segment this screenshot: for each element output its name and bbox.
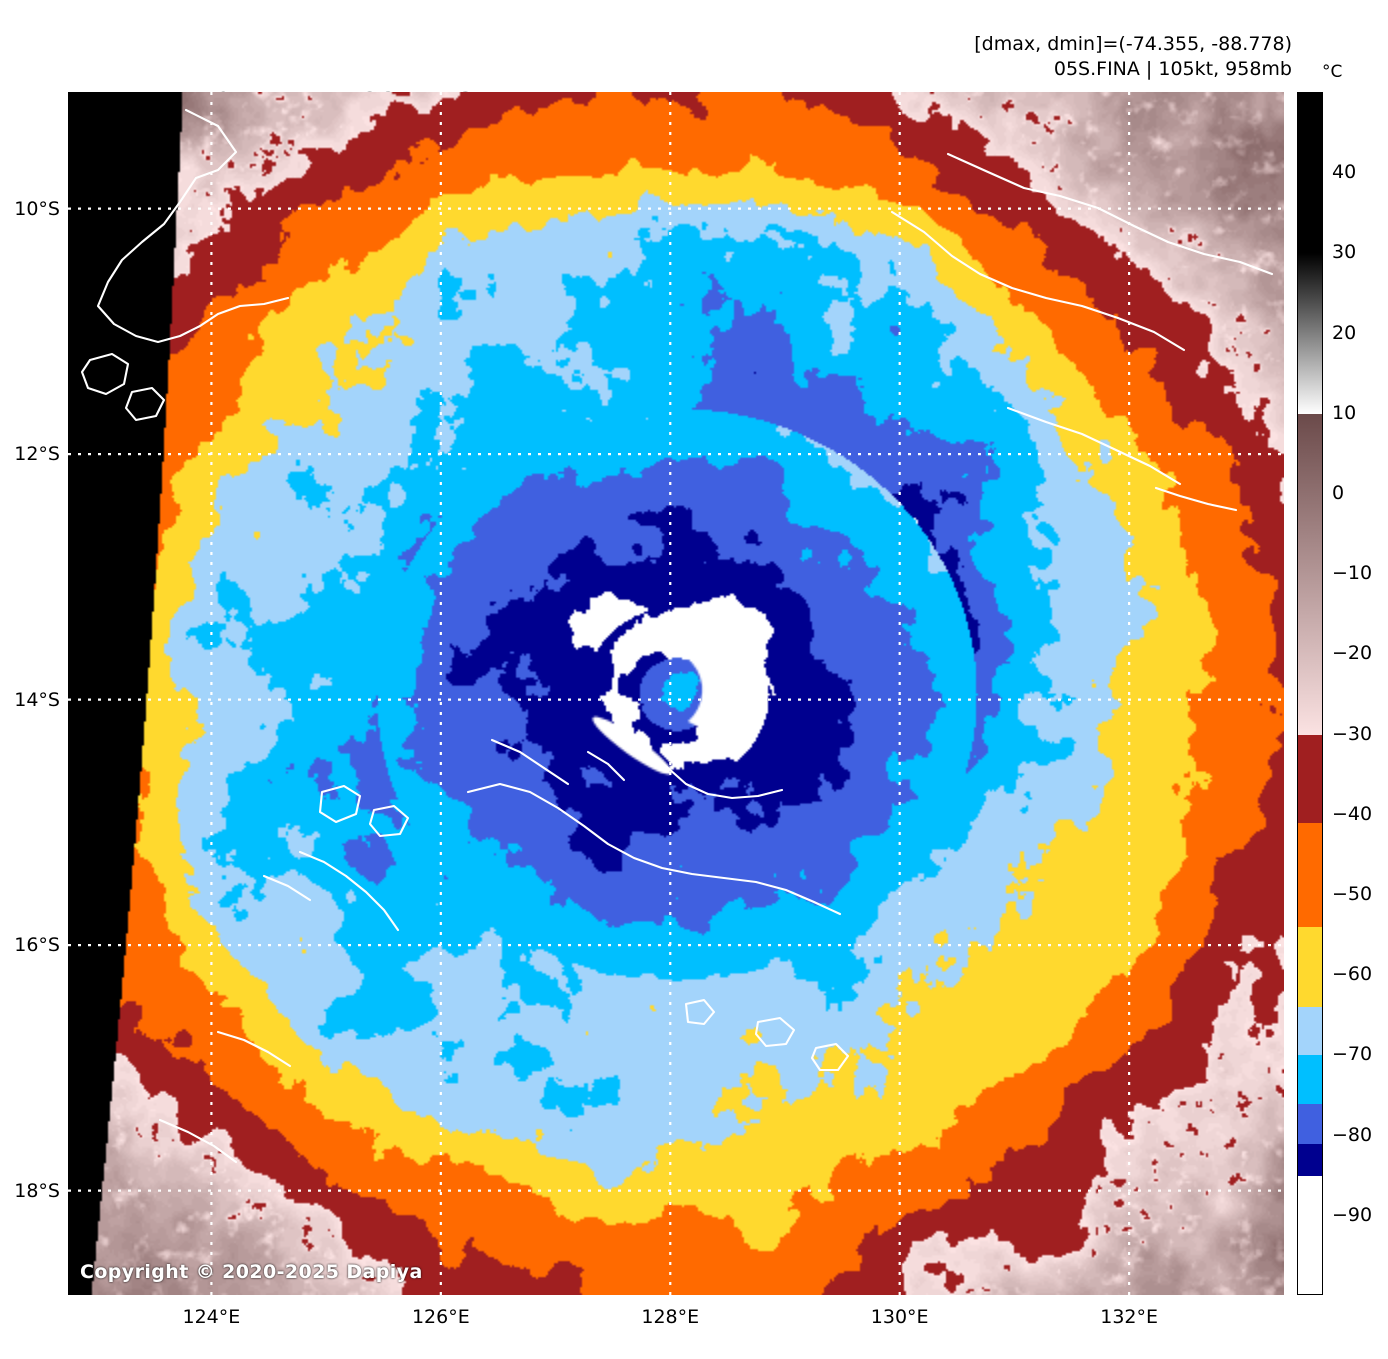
- coastline-path: [368, 804, 410, 838]
- lat-tick-label: 12°S: [14, 443, 60, 466]
- colorbar-band: [1298, 1143, 1322, 1176]
- coastline-path: [622, 738, 784, 800]
- copyright-text: Copyright © 2020-2025 Dapiya: [80, 1261, 423, 1283]
- coastline-path: [490, 738, 570, 786]
- coastline-path: [890, 210, 1186, 352]
- colorbar-tick-label: −10: [1332, 562, 1373, 585]
- colorbar-band: [1298, 93, 1322, 254]
- storm-info-text: 05S.FINA | 105kt, 958mb: [1053, 58, 1292, 80]
- colorbar: [1297, 92, 1323, 1295]
- satellite-image-plot: Copyright © 2020-2025 Dapiya: [68, 92, 1284, 1295]
- coastline-path: [158, 1118, 238, 1164]
- dminmax-text: [dmax, dmin]=(-74.355, -88.778): [974, 33, 1292, 55]
- coastline-path: [1154, 486, 1238, 512]
- colorbar-band: [1298, 1175, 1322, 1294]
- coastline-path: [96, 108, 290, 344]
- colorbar-band: [1298, 1103, 1322, 1144]
- colorbar-tick-label: −90: [1332, 1203, 1373, 1226]
- colorbar-band: [1298, 1055, 1322, 1104]
- lat-tick-label: 16°S: [14, 934, 60, 957]
- lon-tick-label: 128°E: [641, 1306, 700, 1328]
- coastline-path: [684, 998, 716, 1026]
- colorbar-tick-label: −50: [1332, 883, 1373, 905]
- satellite-imagery-canvas: [68, 92, 1284, 1295]
- lat-tick-label: 14°S: [14, 688, 60, 711]
- coastline-path: [318, 784, 362, 824]
- coastline-path: [754, 1016, 796, 1048]
- colorbar-tick-label: −70: [1332, 1043, 1373, 1066]
- coastline-path: [298, 850, 400, 932]
- coastline-path: [124, 386, 166, 422]
- colorbar-tick-label: 10: [1332, 401, 1357, 424]
- lon-tick-label: 126°E: [411, 1306, 470, 1328]
- colorbar-tick-label: 30: [1332, 241, 1357, 264]
- colorbar-tick-label: −60: [1332, 963, 1373, 986]
- colorbar-band: [1298, 822, 1322, 928]
- colorbar-tick-label: −40: [1332, 802, 1373, 825]
- coastline-path: [946, 152, 1274, 276]
- colorbar-tick-label: 20: [1332, 321, 1357, 344]
- coastline-path: [262, 874, 312, 902]
- colorbar-band: [1298, 253, 1322, 414]
- graticule-grid: [68, 92, 1284, 1295]
- metadata-block: [dmax, dmin]=(-74.355, -88.778) 05S.FINA…: [974, 32, 1292, 82]
- coastline-path: [216, 1030, 292, 1068]
- coastline-path: [80, 352, 130, 396]
- coastline-path: [1006, 406, 1182, 486]
- colorbar-tick-label: −30: [1332, 722, 1373, 745]
- coastline-overlay: [80, 108, 1274, 1164]
- coastline-path: [586, 750, 626, 782]
- lon-tick-label: 130°E: [870, 1306, 929, 1328]
- coastline-path: [810, 1042, 850, 1072]
- colorbar-band: [1298, 413, 1322, 735]
- colorbar-tick-label: 0: [1332, 482, 1345, 504]
- colorbar-band: [1298, 1007, 1322, 1056]
- colorbar-tick-label: −20: [1332, 642, 1373, 665]
- colorbar-tick-label: 40: [1332, 161, 1357, 184]
- colorbar-band: [1298, 734, 1322, 823]
- colorbar-tick-label: −80: [1332, 1123, 1373, 1146]
- lat-tick-label: 10°S: [14, 197, 60, 220]
- colorbar-unit-label: °C: [1322, 62, 1343, 82]
- lon-tick-label: 132°E: [1100, 1306, 1159, 1328]
- lon-tick-label: 124°E: [182, 1306, 241, 1328]
- lat-tick-label: 18°S: [14, 1179, 60, 1202]
- colorbar-band: [1298, 927, 1322, 1008]
- coastline-path: [466, 782, 842, 916]
